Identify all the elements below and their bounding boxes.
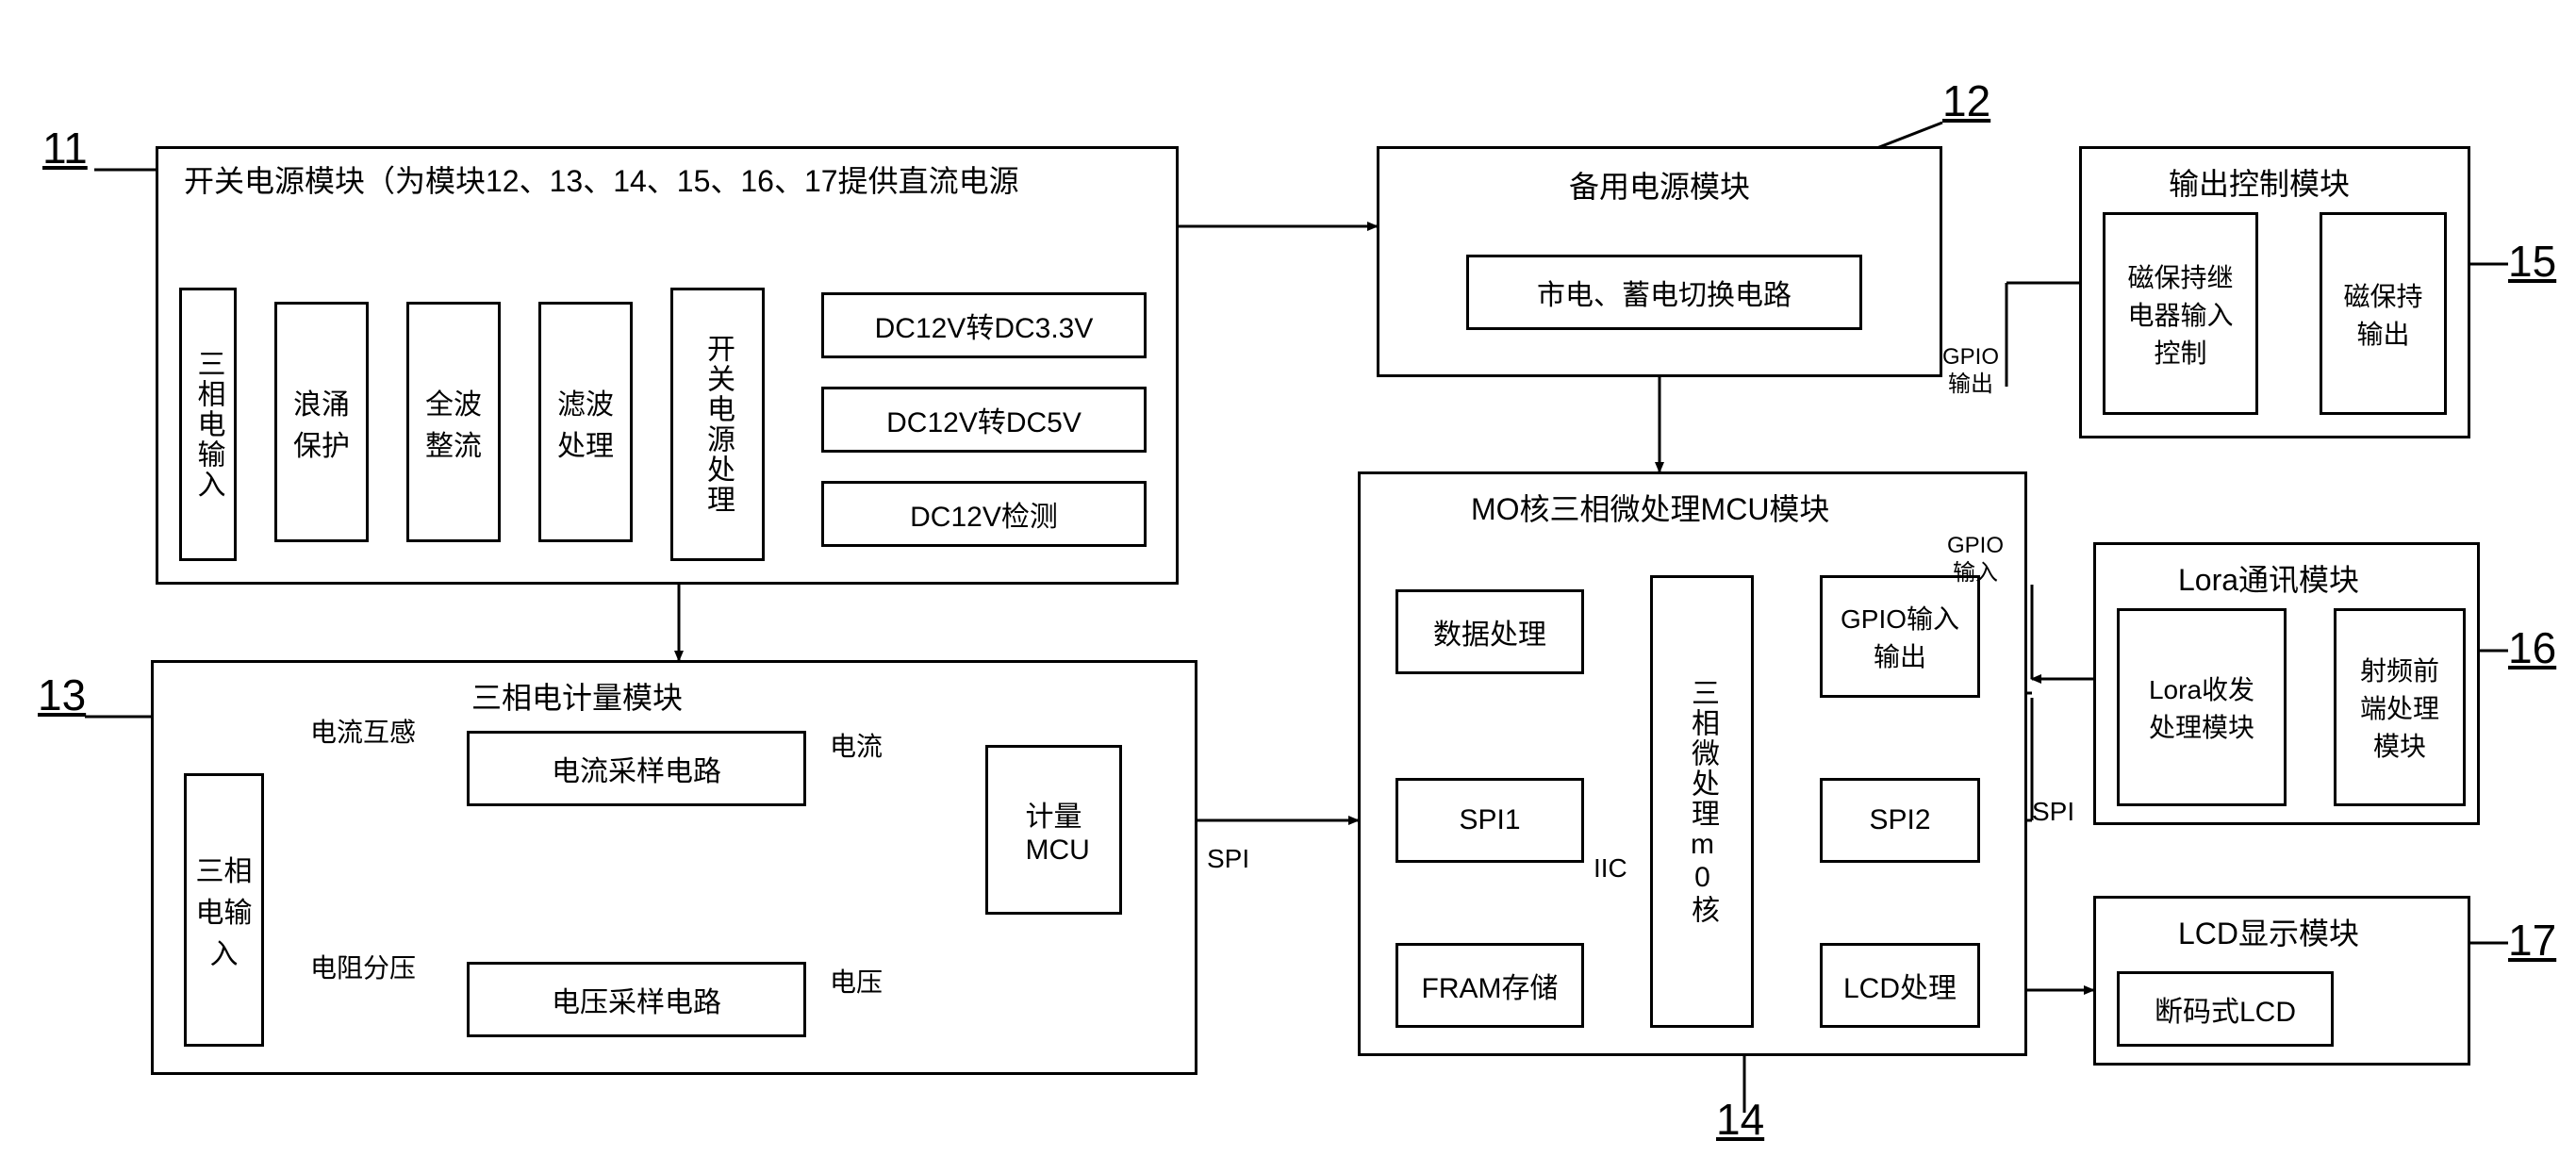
m11-surge: 浪涌保护	[274, 302, 369, 542]
m13-i-label: 电流	[830, 726, 883, 764]
module-14-title: MO核三相微处理MCU模块	[1471, 486, 1829, 529]
m15-out: 磁保持输出	[2320, 212, 2447, 415]
m13-ct-label: 电流互感	[302, 712, 424, 750]
m13-vsample: 电压采样电路	[467, 962, 806, 1037]
id-12: 12	[1942, 75, 1990, 126]
m14-spi1: SPI1	[1395, 778, 1584, 863]
m16-rf: 射频前端处理模块	[2334, 608, 2466, 806]
m11-dc33: DC12V转DC3.3V	[821, 292, 1147, 358]
id-15: 15	[2508, 236, 2556, 287]
m11-switch: 开关电源处理	[670, 288, 765, 561]
m13-mcu: 计量MCU	[985, 745, 1122, 915]
iic-label: IIC	[1593, 853, 1627, 884]
module-12-title: 备用电源模块	[1569, 163, 1750, 207]
m11-dc12det: DC12V检测	[821, 481, 1147, 547]
m15-relayctl: 磁保持继电器输入控制	[2103, 212, 2258, 415]
id-17: 17	[2508, 915, 2556, 966]
spi-label-2: SPI	[2032, 797, 2074, 827]
m13-input: 三相电输入	[184, 773, 264, 1047]
id-16: 16	[2508, 622, 2556, 673]
m17-lcd: 断码式LCD	[2117, 971, 2334, 1047]
m13-v-label: 电压	[830, 962, 883, 1000]
m11-rectify: 全波整流	[406, 302, 501, 542]
m14-gpio: GPIO输入输出	[1820, 575, 1980, 698]
m16-txrx: Lora收发处理模块	[2117, 608, 2287, 806]
m12-switch: 市电、蓄电切换电路	[1466, 255, 1862, 330]
module-17-title: LCD显示模块	[2178, 910, 2359, 953]
module-11-title: 开关电源模块（为模块12、13、14、15、16、17提供直流电源	[184, 160, 1164, 203]
spi-label-1: SPI	[1207, 844, 1249, 874]
m14-lcd: LCD处理	[1820, 943, 1980, 1028]
module-16-title: Lora通讯模块	[2178, 556, 2359, 600]
m14-fram: FRAM存储	[1395, 943, 1584, 1028]
gpio-in-label: GPIO输入	[1942, 533, 2008, 587]
diagram-canvas: 开关电源模块（为模块12、13、14、15、16、17提供直流电源 三相电输入 …	[0, 0, 2576, 1157]
gpio-out-label: GPIO输出	[1938, 344, 2004, 399]
m13-rdiv-label: 电阻分压	[302, 948, 424, 985]
id-14: 14	[1716, 1094, 1764, 1145]
module-15-title: 输出控制模块	[2169, 160, 2350, 204]
m13-isample: 电流采样电路	[467, 731, 806, 806]
id-13: 13	[38, 669, 86, 720]
m11-dc5: DC12V转DC5V	[821, 387, 1147, 453]
module-13-title: 三相电计量模块	[471, 674, 683, 718]
m14-core: 三相微处理m0核	[1650, 575, 1754, 1028]
m11-filter: 滤波处理	[538, 302, 633, 542]
m11-input: 三相电输入	[179, 288, 237, 561]
m14-data: 数据处理	[1395, 589, 1584, 674]
id-11: 11	[42, 123, 88, 174]
m14-spi2: SPI2	[1820, 778, 1980, 863]
